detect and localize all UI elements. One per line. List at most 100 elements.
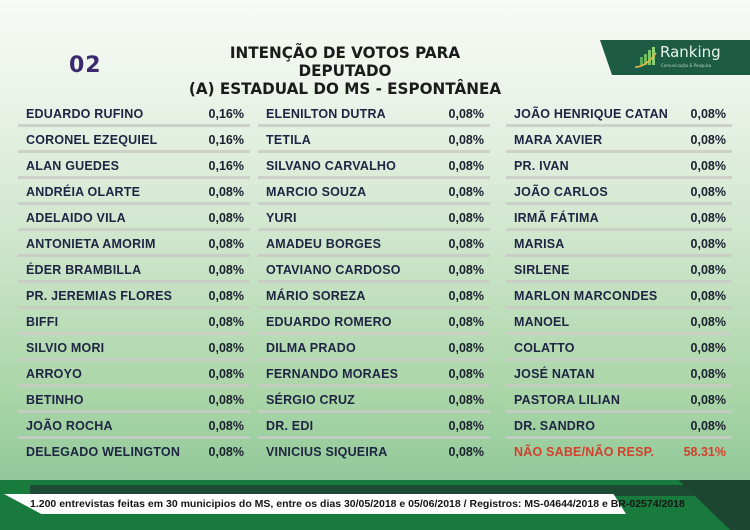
candidate-name: JOÃO CARLOS [514, 185, 608, 199]
candidate-percent: 0,08% [208, 211, 244, 225]
candidate-percent: 0,08% [690, 211, 726, 225]
candidate-name: TETILA [266, 133, 311, 147]
candidate-percent: 0,08% [448, 133, 484, 147]
table-row: SILVANO CARVALHO 0,08% [258, 153, 490, 179]
candidate-percent: 0,08% [448, 289, 484, 303]
candidate-percent: 0,08% [690, 159, 726, 173]
candidate-name: ELENILTON DUTRA [266, 107, 386, 121]
candidate-name: SILVANO CARVALHO [266, 159, 397, 173]
table-row: JOÃO HENRIQUE CATAN 0,08% [506, 101, 732, 127]
candidate-name: MARA XAVIER [514, 133, 603, 147]
candidate-percent: 0,08% [448, 263, 484, 277]
table-row: MANOEL 0,08% [506, 309, 732, 335]
candidate-percent: 0,08% [690, 237, 726, 251]
table-row: MARA XAVIER 0,08% [506, 127, 732, 153]
candidate-percent: 0,16% [208, 133, 244, 147]
candidate-name: OTAVIANO CARDOSO [266, 263, 401, 277]
candidate-column-1: EDUARDO RUFINO 0,16% CORONEL EZEQUIEL 0,16… [18, 101, 250, 465]
candidate-percent: 0,08% [448, 211, 484, 225]
table-row: IRMÃ FÁTIMA 0,08% [506, 205, 732, 231]
candidate-column-3: JOÃO HENRIQUE CATAN 0,08% MARA XAVIER 0,08… [506, 101, 732, 465]
table-row: PR. IVAN 0,08% [506, 153, 732, 179]
candidate-percent: 0,08% [208, 263, 244, 277]
table-row: ANTONIETA AMORIM 0,08% [18, 231, 250, 257]
candidate-percent: 0,08% [448, 315, 484, 329]
table-row: OTAVIANO CARDOSO 0,08% [258, 257, 490, 283]
candidate-name: DELEGADO WELINGTON [26, 445, 181, 459]
candidate-percent: 0,08% [690, 185, 726, 199]
candidate-name: SÉRGIO CRUZ [266, 393, 356, 407]
candidate-name: JOÃO HENRIQUE CATAN [514, 107, 669, 121]
candidate-percent: 0,08% [208, 237, 244, 251]
ranking-logo-icon [634, 47, 657, 68]
footer-dark-stripe [30, 485, 750, 496]
logo-tagline: Comunicação & Pesquisa [661, 63, 712, 68]
candidate-percent: 0,08% [690, 133, 726, 147]
candidate-name: ADELAIDO VILA [26, 211, 126, 225]
candidate-percent: 0,08% [448, 159, 484, 173]
slide-number: 02 [69, 53, 102, 78]
table-row: EDUARDO ROMERO 0,08% [258, 309, 490, 335]
candidate-percent: 0,08% [690, 341, 726, 355]
table-row: PR. JEREMIAS FLORES 0,08% [18, 283, 250, 309]
footer-note: 1.200 entrevistas feitas em 30 municipio… [30, 498, 685, 510]
candidate-column-2: ELENILTON DUTRA 0,08% TETILA 0,08% SILVANO… [258, 101, 490, 465]
candidate-name: SILVIO MORI [26, 341, 105, 355]
table-row: DR. EDI 0,08% [258, 413, 490, 439]
candidate-percent: 0,08% [690, 107, 726, 121]
candidate-name: MARISA [514, 237, 565, 251]
candidate-name: MARCIO SOUZA [266, 185, 367, 199]
candidate-name: BIFFI [26, 315, 59, 329]
candidate-name: PR. JEREMIAS FLORES [26, 289, 173, 303]
ranking-logo: Ranking Comunicação & Pesquisa [600, 40, 750, 75]
candidate-name: MARLON MARCONDES [514, 289, 658, 303]
candidate-percent: 0,08% [448, 367, 484, 381]
candidate-name: SIRLENE [514, 263, 570, 277]
table-row: TETILA 0,08% [258, 127, 490, 153]
candidate-name: CORONEL EZEQUIEL [26, 133, 158, 147]
candidate-percent: 0,08% [690, 289, 726, 303]
candidate-percent: 0,08% [448, 393, 484, 407]
candidate-name: ALAN GUEDES [26, 159, 120, 173]
candidate-percent: 0,08% [208, 185, 244, 199]
candidate-name: PR. IVAN [514, 159, 569, 173]
candidate-percent: 0,08% [448, 445, 484, 459]
undecided-label: NÃO SABE/NÃO RESP. [514, 445, 655, 459]
table-row: MÁRIO SOREZA 0,08% [258, 283, 490, 309]
candidate-percent: 0,08% [208, 445, 244, 459]
candidate-percent: 0,08% [690, 263, 726, 277]
candidate-name: DILMA PRADO [266, 341, 356, 355]
candidate-percent: 0,08% [448, 419, 484, 433]
candidate-percent: 0,08% [448, 341, 484, 355]
table-row: JOÃO CARLOS 0,08% [506, 179, 732, 205]
candidate-name: ANDRÉIA OLARTE [26, 185, 141, 199]
candidate-percent: 0,08% [208, 289, 244, 303]
candidate-percent: 0,08% [448, 237, 484, 251]
candidate-percent: 0,16% [208, 159, 244, 173]
candidate-percent: 0,08% [690, 419, 726, 433]
table-row: ÉDER BRAMBILLA 0,08% [18, 257, 250, 283]
candidate-name: VINICIUS SIQUEIRA [266, 445, 388, 459]
candidate-percent: 0,08% [208, 419, 244, 433]
table-row: AMADEU BORGES 0,08% [258, 231, 490, 257]
candidate-name: MÁRIO SOREZA [266, 289, 366, 303]
candidate-name: MANOEL [514, 315, 570, 329]
candidate-name: JOÃO ROCHA [26, 419, 113, 433]
table-row: MARCIO SOUZA 0,08% [258, 179, 490, 205]
table-row: PASTORA LILIAN 0,08% [506, 387, 732, 413]
candidate-percent: 0,08% [690, 393, 726, 407]
logo-name: Ranking [660, 43, 721, 61]
table-row: JOSÉ NATAN 0,08% [506, 361, 732, 387]
candidate-name: EDUARDO ROMERO [266, 315, 392, 329]
undecided-row: NÃO SABE/NÃO RESP. 58.31% [506, 439, 732, 465]
table-row: ANDRÉIA OLARTE 0,08% [18, 179, 250, 205]
candidate-name: AMADEU BORGES [266, 237, 382, 251]
table-row: CORONEL EZEQUIEL 0,16% [18, 127, 250, 153]
candidate-percent: 0,08% [690, 367, 726, 381]
candidate-percent: 0,08% [208, 341, 244, 355]
table-row: VINICIUS SIQUEIRA 0,08% [258, 439, 490, 465]
table-row: BETINHO 0,08% [18, 387, 250, 413]
candidate-percent: 0,08% [690, 315, 726, 329]
table-row: EDUARDO RUFINO 0,16% [18, 101, 250, 127]
table-row: YURI 0,08% [258, 205, 490, 231]
